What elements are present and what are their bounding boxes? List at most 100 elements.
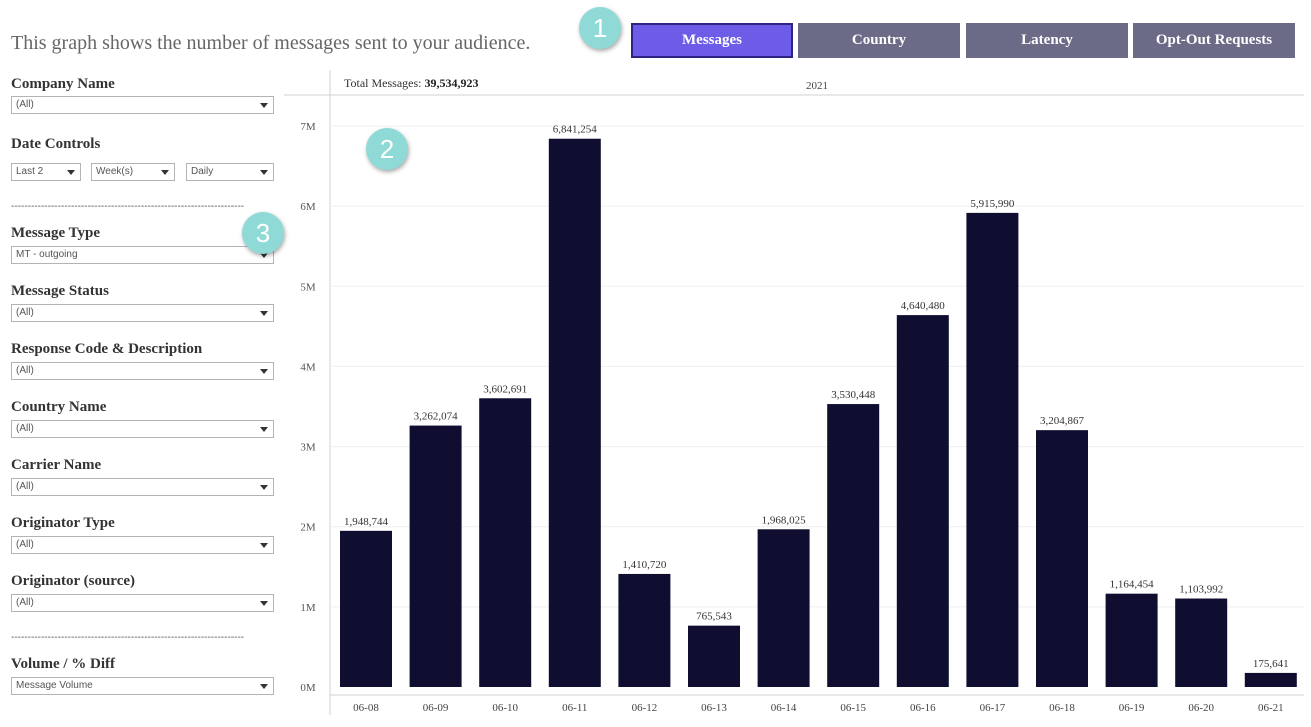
section-divider: ----------------------------------------… — [11, 632, 245, 643]
country-name-value: (All) — [16, 423, 34, 434]
bar-06-14 — [757, 529, 810, 687]
x-tick-label: 06-14 — [771, 702, 797, 714]
x-tick-label: 06-17 — [980, 702, 1006, 714]
bar-value-label: 5,915,990 — [970, 198, 1015, 210]
bar-value-label: 1,410,720 — [622, 559, 667, 571]
total-messages-label: Total Messages: — [344, 76, 422, 90]
bar-06-19 — [1105, 593, 1158, 687]
bar-value-label: 765,543 — [696, 611, 732, 623]
tab-messages[interactable]: Messages — [631, 23, 793, 58]
y-tick-label: 0M — [300, 682, 316, 694]
bar-06-09 — [409, 425, 462, 687]
y-tick-label: 1M — [300, 602, 316, 614]
y-tick-label: 2M — [300, 522, 316, 534]
x-tick-label: 06-11 — [562, 702, 587, 714]
company-name-label: Company Name — [11, 76, 115, 92]
x-tick-label: 06-20 — [1188, 702, 1214, 714]
bar-06-11 — [548, 138, 601, 687]
bar-value-label: 1,103,992 — [1179, 584, 1223, 596]
carrier-name-label: Carrier Name — [11, 457, 102, 473]
intro-text: This graph shows the number of messages … — [11, 32, 531, 54]
volume-diff-select[interactable]: Message Volume — [11, 677, 274, 695]
country-name-label: Country Name — [11, 399, 107, 415]
originator-source-value: (All) — [16, 597, 34, 608]
company-name-value: (All) — [16, 99, 34, 110]
chevron-down-icon — [260, 103, 268, 108]
message-type-select[interactable]: MT - outgoing — [11, 246, 274, 264]
chevron-down-icon — [67, 170, 75, 175]
bar-value-label: 3,204,867 — [1040, 415, 1085, 427]
carrier-name-select[interactable]: (All) — [11, 478, 274, 496]
y-tick-label: 7M — [300, 121, 316, 133]
tab-country[interactable]: Country — [798, 23, 960, 58]
date-controls-label: Date Controls — [11, 136, 101, 152]
x-tick-label: 06-08 — [353, 702, 379, 714]
year-header: 2021 — [806, 80, 828, 92]
originator-type-label: Originator Type — [11, 515, 115, 531]
volume-diff-label: Volume / % Diff — [11, 656, 116, 672]
country-name-select[interactable]: (All) — [11, 420, 274, 438]
date-granularity-select[interactable]: Daily — [186, 163, 274, 181]
x-tick-label: 06-15 — [840, 702, 866, 714]
chevron-down-icon — [260, 543, 268, 548]
bar-06-21 — [1244, 672, 1297, 687]
tab-latency[interactable]: Latency — [966, 23, 1128, 58]
bar-06-16 — [896, 315, 949, 687]
x-tick-label: 06-12 — [632, 702, 658, 714]
message-status-label: Message Status — [11, 283, 109, 299]
company-name-select[interactable]: (All) — [11, 96, 274, 114]
message-type-value: MT - outgoing — [16, 249, 78, 260]
originator-source-select[interactable]: (All) — [11, 594, 274, 612]
response-code-label: Response Code & Description — [11, 341, 203, 357]
tab-opt-out-requests[interactable]: Opt-Out Requests — [1133, 23, 1295, 58]
bar-value-label: 175,641 — [1253, 658, 1289, 670]
volume-diff-value: Message Volume — [16, 680, 93, 691]
date-granularity-value: Daily — [191, 166, 214, 177]
x-tick-label: 06-21 — [1258, 702, 1284, 714]
x-tick-label: 06-19 — [1119, 702, 1145, 714]
x-tick-label: 06-13 — [701, 702, 727, 714]
total-messages-value: 39,534,923 — [424, 76, 479, 90]
bar-value-label: 1,164,454 — [1110, 579, 1155, 591]
chevron-down-icon — [260, 485, 268, 490]
bar-value-label: 4,640,480 — [901, 300, 946, 312]
date-unit-value: Week(s) — [96, 166, 134, 177]
bar-value-label: 3,530,448 — [831, 389, 876, 401]
chevron-down-icon — [260, 684, 268, 689]
response-code-value: (All) — [16, 365, 34, 376]
y-tick-label: 6M — [300, 201, 316, 213]
bar-06-20 — [1175, 598, 1228, 687]
y-tick-label: 4M — [300, 361, 316, 373]
originator-source-label: Originator (source) — [11, 573, 136, 589]
date-range-value: Last 2 — [16, 166, 44, 177]
chevron-down-icon — [260, 369, 268, 374]
chevron-down-icon — [161, 170, 169, 175]
x-tick-label: 06-18 — [1049, 702, 1075, 714]
response-code-select[interactable]: (All) — [11, 362, 274, 380]
bar-value-label: 6,841,254 — [553, 124, 598, 136]
bar-06-12 — [618, 573, 671, 687]
carrier-name-value: (All) — [16, 481, 34, 492]
bar-06-13 — [688, 625, 740, 687]
bar-value-label: 1,948,744 — [344, 516, 389, 528]
section-divider: ----------------------------------------… — [11, 201, 245, 212]
bar-value-label: 3,602,691 — [483, 383, 527, 395]
date-unit-select[interactable]: Week(s) — [91, 163, 175, 181]
originator-type-select[interactable]: (All) — [11, 536, 274, 554]
message-status-select[interactable]: (All) — [11, 304, 274, 322]
messages-bar-chart: 0M 1M 2M 3M 4M 5M 6M 7M 1,948,744 06-08 3,262,074 0… — [284, 70, 1304, 715]
bar-06-15 — [827, 404, 880, 687]
y-tick-label: 5M — [300, 281, 316, 293]
bar-value-label: 3,262,074 — [414, 411, 459, 423]
x-tick-label: 06-10 — [492, 702, 518, 714]
chevron-down-icon — [260, 427, 268, 432]
bar-06-10 — [479, 398, 532, 687]
bar-06-17 — [966, 212, 1019, 687]
callout-badge-3: 3 — [242, 212, 284, 254]
total-messages: Total Messages: 39,534,923 — [344, 76, 478, 91]
message-type-label: Message Type — [11, 225, 101, 241]
chevron-down-icon — [260, 170, 268, 175]
date-range-select[interactable]: Last 2 — [11, 163, 81, 181]
message-status-value: (All) — [16, 307, 34, 318]
messages-chart-panel: 0M 1M 2M 3M 4M 5M 6M 7M 1,948,744 06-08 3,262,074 0… — [284, 70, 1304, 727]
